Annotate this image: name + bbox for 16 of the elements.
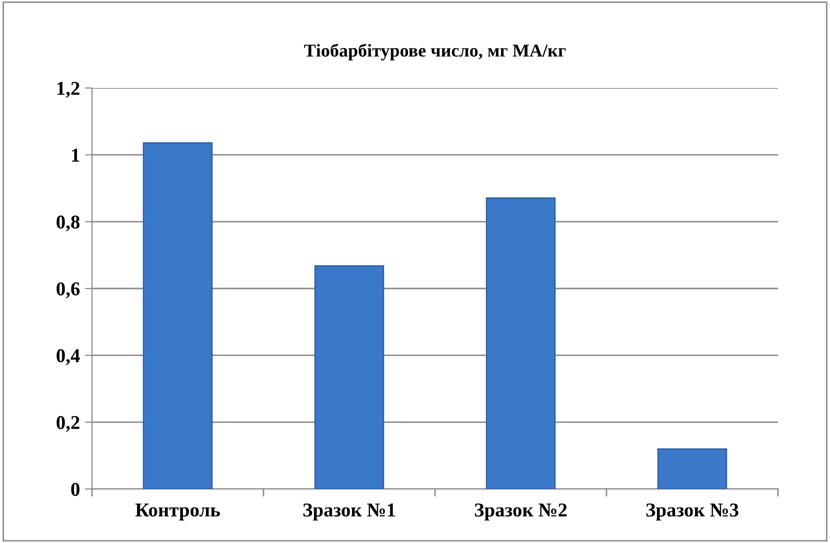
bar bbox=[314, 265, 384, 489]
chart-title: Тіобарбітурове число, мг МА/кг bbox=[304, 44, 566, 60]
bar bbox=[657, 448, 728, 489]
y-tick-label: 0,2 bbox=[56, 416, 80, 432]
y-tick-label: 0,6 bbox=[56, 282, 80, 298]
bar bbox=[486, 197, 556, 489]
bar bbox=[142, 142, 213, 489]
y-tick-label: 1 bbox=[72, 148, 80, 162]
x-tick-label: Зразок №1 bbox=[303, 504, 396, 521]
x-tick-label: Контроль bbox=[135, 504, 220, 521]
y-tick-label: 1,2 bbox=[57, 82, 80, 98]
x-tick-label: Зразок №3 bbox=[646, 504, 738, 521]
y-tick-label: 0,4 bbox=[56, 349, 80, 366]
y-tick-label: 0,8 bbox=[56, 215, 80, 232]
y-tick-label: 0 bbox=[71, 482, 80, 496]
x-tick-label: Зразок №2 bbox=[474, 504, 567, 521]
